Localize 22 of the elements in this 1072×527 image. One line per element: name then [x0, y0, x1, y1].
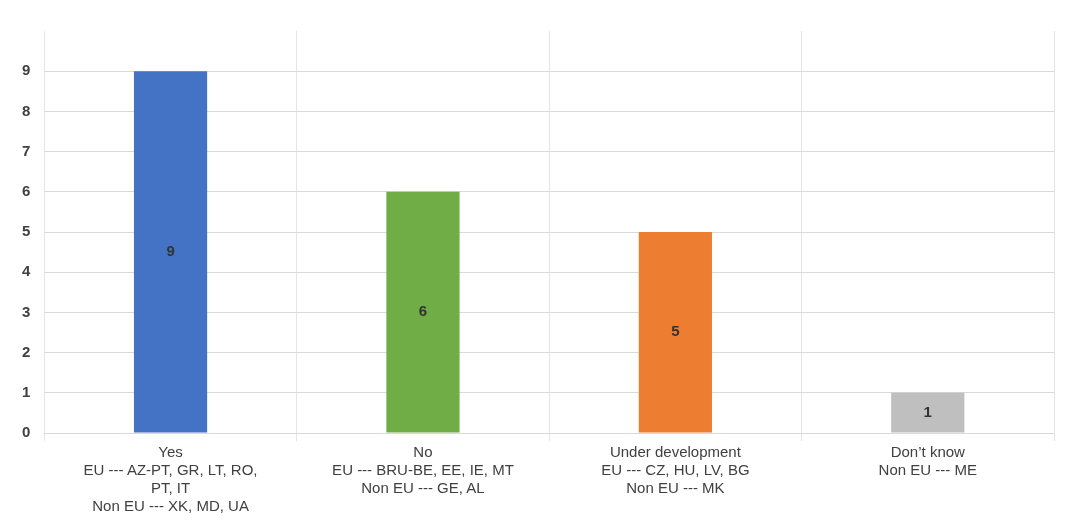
x-tick-label: Don’t know Non EU --- ME — [878, 443, 977, 479]
x-tick-label: No EU --- BRU-BE, EE, IE, MT Non EU --- GE, AL — [332, 443, 514, 497]
data-label: 9 — [166, 241, 175, 259]
y-tick-label: 4 — [22, 262, 31, 280]
data-label: 5 — [671, 322, 680, 340]
y-tick-label: 5 — [22, 222, 31, 240]
bar — [386, 191, 460, 433]
bar — [638, 232, 712, 433]
y-tick-label: 6 — [22, 181, 31, 199]
y-tick-label: 9 — [22, 61, 31, 79]
y-tick-label: 1 — [22, 382, 31, 400]
y-tick-label: 8 — [22, 101, 31, 119]
x-tick-label: Yes EU --- AZ-PT, GR, LT, RO, PT, IT Non EU --- XK, MD, UA — [83, 443, 258, 515]
data-label: 6 — [418, 302, 428, 320]
y-tick-label: 7 — [22, 141, 31, 159]
y-tick-label: 3 — [22, 302, 31, 320]
x-tick-label: Under development EU --- CZ, HU, LV, BG Non EU --- MK — [601, 443, 750, 497]
bar — [133, 71, 208, 433]
bar — [891, 392, 965, 433]
y-tick-label: 0 — [22, 423, 31, 441]
y-tick-label: 2 — [22, 342, 31, 360]
data-label: 1 — [923, 402, 932, 420]
